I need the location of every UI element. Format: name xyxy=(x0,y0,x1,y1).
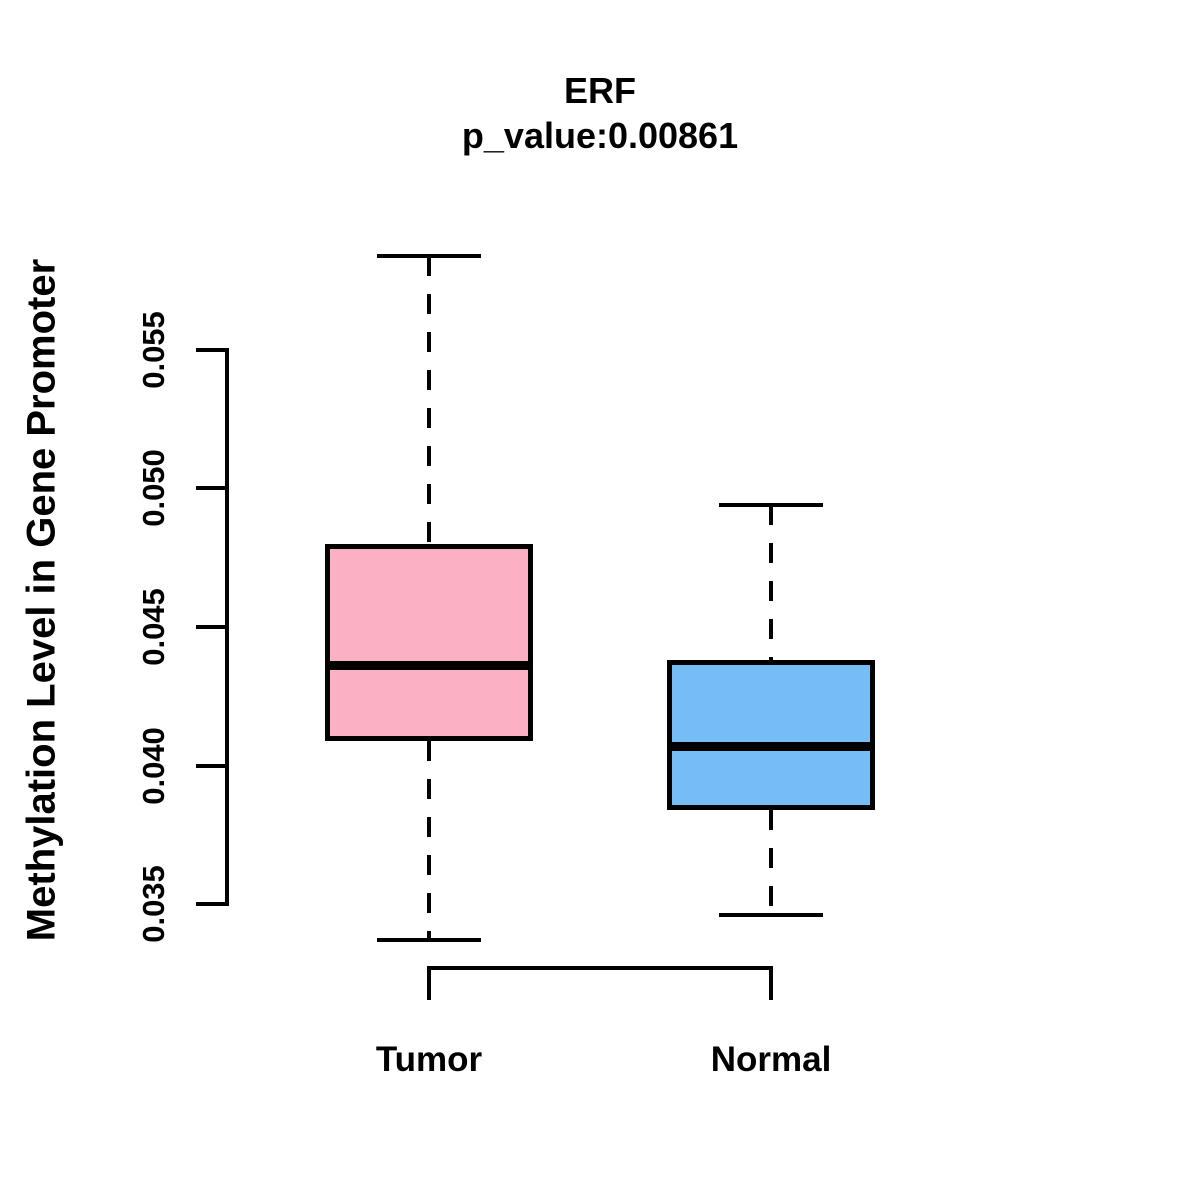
tumor-upper-whisker-cap xyxy=(377,254,481,258)
y-tick-0.055 xyxy=(196,348,225,352)
chart-title: ERF xyxy=(564,70,636,111)
tumor-median-line xyxy=(325,661,533,670)
y-tick-label-0.050: 0.050 xyxy=(136,449,171,527)
tumor-lower-whisker xyxy=(427,741,431,940)
tumor-box xyxy=(325,544,533,741)
x-axis-line xyxy=(427,966,773,970)
tumor-upper-whisker xyxy=(427,256,431,544)
tumor-lower-whisker-cap xyxy=(377,938,481,942)
y-tick-label-0.040: 0.040 xyxy=(136,727,171,805)
normal-upper-whisker xyxy=(769,505,773,660)
y-tick-label-0.035: 0.035 xyxy=(136,865,171,943)
x-tick-tumor xyxy=(427,968,431,1000)
category-label-tumor: Tumor xyxy=(375,1040,483,1079)
x-tick-normal xyxy=(769,968,773,1000)
category-label-normal: Normal xyxy=(710,1040,832,1079)
y-tick-label-0.055: 0.055 xyxy=(136,311,171,389)
normal-lower-whisker-cap xyxy=(719,913,823,917)
y-tick-0.050 xyxy=(196,486,225,490)
y-tick-0.045 xyxy=(196,625,225,629)
y-tick-label-0.045: 0.045 xyxy=(136,588,171,666)
y-tick-0.035 xyxy=(196,902,225,906)
y-tick-0.040 xyxy=(196,764,225,768)
chart-subtitle-pvalue: p_value:0.00861 xyxy=(461,115,739,156)
y-axis-line xyxy=(225,348,229,906)
normal-upper-whisker-cap xyxy=(719,503,823,507)
normal-lower-whisker xyxy=(769,810,773,915)
normal-box xyxy=(667,660,875,810)
normal-median-line xyxy=(667,742,875,751)
y-axis-label: Methylation Level in Gene Promoter xyxy=(19,258,64,942)
